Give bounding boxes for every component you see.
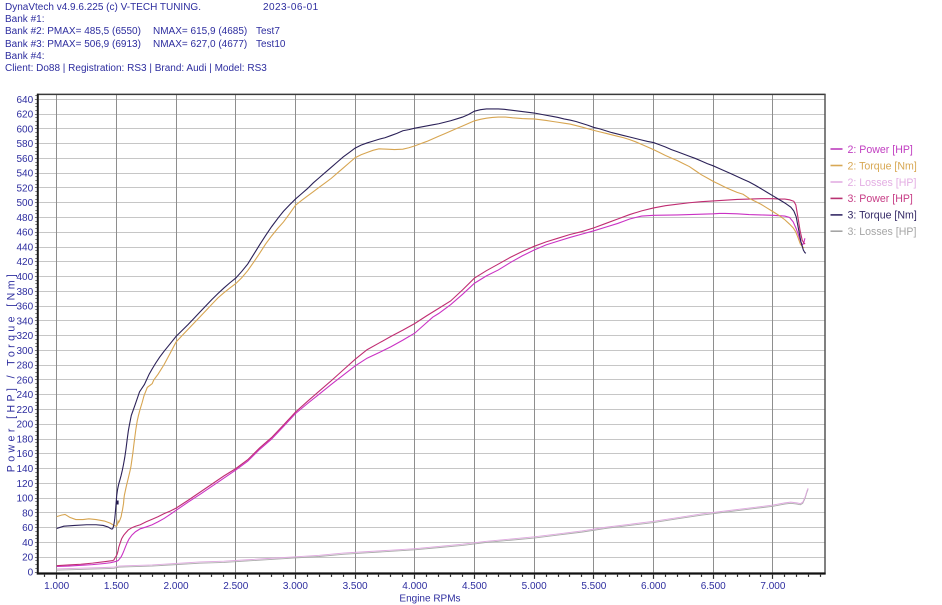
svg-text:3: Losses [HP]: 3: Losses [HP] — [848, 226, 917, 238]
svg-text:3.000: 3.000 — [283, 581, 308, 592]
svg-text:240: 240 — [17, 390, 34, 401]
svg-text:2: Torque [Nm]: 2: Torque [Nm] — [848, 160, 917, 172]
svg-text:0: 0 — [28, 567, 34, 578]
svg-text:140: 140 — [17, 464, 34, 475]
svg-text:2.000: 2.000 — [164, 581, 189, 592]
svg-text:540: 540 — [17, 169, 34, 180]
svg-text:3.500: 3.500 — [343, 581, 368, 592]
svg-text:100: 100 — [17, 494, 34, 505]
svg-text:2.500: 2.500 — [223, 581, 248, 592]
svg-text:6.500: 6.500 — [701, 581, 726, 592]
svg-text:2: Losses [HP]: 2: Losses [HP] — [848, 177, 917, 189]
svg-text:5.000: 5.000 — [522, 581, 547, 592]
svg-text:180: 180 — [17, 434, 34, 445]
svg-text:380: 380 — [17, 287, 34, 298]
svg-text:340: 340 — [17, 316, 34, 327]
svg-text:500: 500 — [17, 198, 34, 209]
svg-text:60: 60 — [22, 523, 34, 534]
svg-text:Engine RPMs: Engine RPMs — [399, 594, 460, 605]
svg-text:80: 80 — [22, 508, 34, 519]
svg-text:520: 520 — [17, 183, 34, 194]
svg-text:320: 320 — [17, 331, 34, 342]
svg-text:20: 20 — [22, 553, 34, 564]
svg-text:3: Torque [Nm]: 3: Torque [Nm] — [848, 210, 917, 222]
svg-text:400: 400 — [17, 272, 34, 283]
svg-text:300: 300 — [17, 346, 34, 357]
svg-text:2: Power [HP]: 2: Power [HP] — [848, 144, 913, 156]
svg-text:440: 440 — [17, 242, 34, 253]
svg-text:640: 640 — [17, 95, 34, 106]
svg-text:600: 600 — [17, 124, 34, 135]
svg-text:120: 120 — [17, 479, 34, 490]
svg-text:1.500: 1.500 — [104, 581, 129, 592]
svg-text:4.500: 4.500 — [462, 581, 487, 592]
svg-text:280: 280 — [17, 361, 34, 372]
svg-text:580: 580 — [17, 139, 34, 150]
svg-text:1.000: 1.000 — [44, 581, 69, 592]
svg-text:260: 260 — [17, 375, 34, 386]
svg-text:4.000: 4.000 — [402, 581, 427, 592]
svg-text:200: 200 — [17, 420, 34, 431]
svg-text:6.000: 6.000 — [641, 581, 666, 592]
svg-text:560: 560 — [17, 154, 34, 165]
svg-text:40: 40 — [22, 538, 34, 549]
svg-text:220: 220 — [17, 405, 34, 416]
svg-text:620: 620 — [17, 110, 34, 121]
svg-text:480: 480 — [17, 213, 34, 224]
svg-text:5.500: 5.500 — [581, 581, 606, 592]
svg-text:160: 160 — [17, 449, 34, 460]
svg-text:7.000: 7.000 — [760, 581, 785, 592]
svg-text:420: 420 — [17, 257, 34, 268]
svg-text:Power [HP] / Torque [Nm]: Power [HP] / Torque [Nm] — [6, 271, 18, 473]
svg-text:360: 360 — [17, 302, 34, 313]
svg-text:460: 460 — [17, 228, 34, 239]
svg-text:3: Power [HP]: 3: Power [HP] — [848, 193, 913, 205]
